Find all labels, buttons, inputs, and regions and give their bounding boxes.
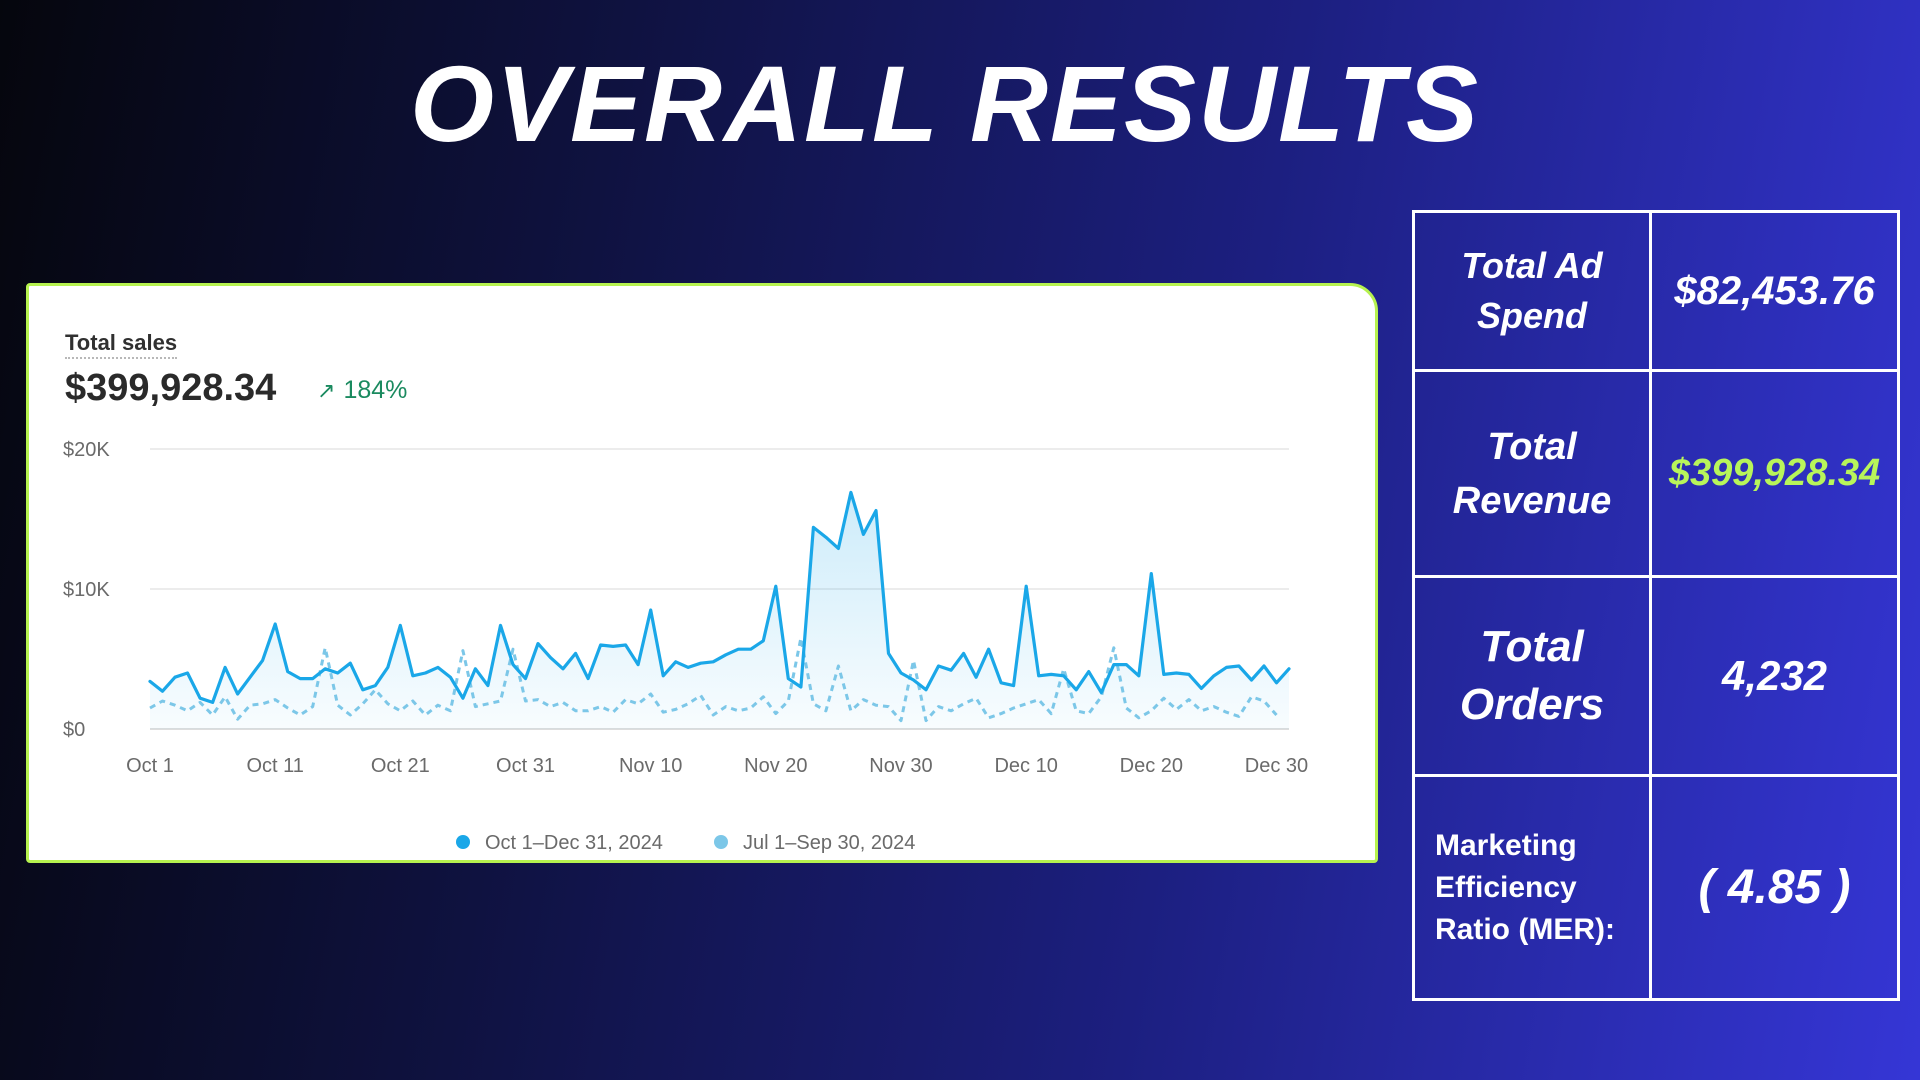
sales-line-chart: $0 $10K $20K Oct 1 Oct 11 Oct 21 Oct 31 Nov 10 N…	[63, 439, 1308, 854]
x-tick-label: Dec 10	[994, 755, 1057, 777]
series-area-oct-dec	[150, 492, 1289, 729]
legend-marker	[714, 835, 728, 849]
stat-label: Total Orders	[1412, 575, 1652, 777]
x-tick-label: Nov 30	[869, 755, 932, 777]
stat-row-revenue: Total Revenue $399,928.34	[1412, 369, 1900, 578]
x-tick-label: Nov 20	[744, 755, 807, 777]
change-percent: 184%	[343, 376, 408, 404]
page-title: OVERALL RESULTS	[409, 43, 1481, 164]
stat-value: $82,453.76	[1649, 210, 1900, 372]
legend-label: Jul 1–Sep 30, 2024	[743, 832, 915, 854]
y-tick-label: $10K	[63, 579, 110, 601]
total-sales-card: Total sales $399,928.34 ↗ 184% $0 $10K $20K…	[26, 283, 1378, 863]
legend-label: Oct 1–Dec 31, 2024	[485, 832, 663, 854]
total-sales-value: $399,928.34	[65, 367, 277, 409]
x-tick-label: Oct 1	[126, 755, 174, 777]
change-indicator: ↗ 184%	[317, 376, 407, 405]
legend-marker	[456, 835, 470, 849]
x-tick-label: Dec 30	[1245, 755, 1308, 777]
x-tick-label: Dec 20	[1120, 755, 1183, 777]
stats-table: Total Ad Spend $82,453.76 Total Revenue …	[1412, 210, 1900, 1001]
trend-up-icon: ↗	[317, 378, 336, 403]
stat-value: $399,928.34	[1649, 369, 1900, 578]
series-line-jul-sep	[149, 636, 1278, 723]
stat-value: ( 4.85 )	[1649, 774, 1900, 1001]
x-tick-label: Nov 10	[619, 755, 682, 777]
x-tick-label: Oct 11	[246, 755, 303, 777]
stat-row-ad-spend: Total Ad Spend $82,453.76	[1412, 210, 1900, 372]
card-label: Total sales	[65, 330, 178, 359]
x-tick-label: Oct 31	[496, 755, 555, 777]
stat-label: Total Revenue	[1412, 369, 1652, 578]
stat-label: Marketing Efficiency Ratio (MER):	[1412, 774, 1652, 1001]
y-tick-label: $20K	[63, 439, 110, 461]
stat-value: 4,232	[1649, 575, 1900, 777]
x-tick-label: Oct 21	[371, 755, 430, 777]
series-line-oct-dec	[148, 490, 1291, 704]
stat-label: Total Ad Spend	[1412, 210, 1652, 372]
y-tick-label: $0	[63, 719, 85, 741]
stat-row-mer: Marketing Efficiency Ratio (MER): ( 4.85…	[1412, 774, 1900, 1001]
stat-row-orders: Total Orders 4,232	[1412, 575, 1900, 777]
